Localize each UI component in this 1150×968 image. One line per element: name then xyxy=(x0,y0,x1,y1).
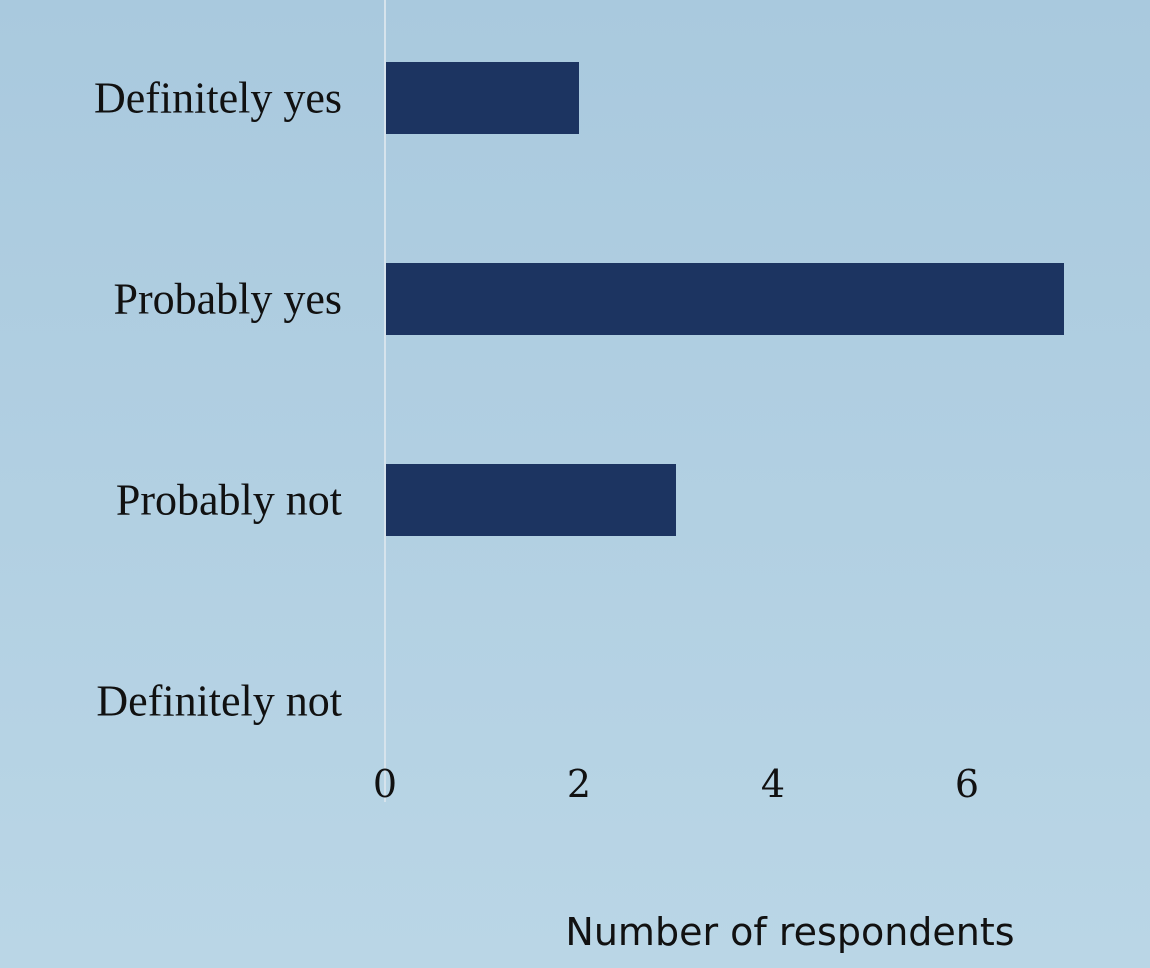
bar-probably-not xyxy=(386,464,676,536)
x-tick-label-0: 0 xyxy=(373,762,397,806)
category-label-definitely-not: Definitely not xyxy=(96,677,342,726)
x-tick-label-2: 2 xyxy=(567,762,591,806)
category-label-probably-yes: Probably yes xyxy=(113,275,342,324)
bar-probably-yes xyxy=(386,263,1064,335)
category-labels-group: Definitely yes Probably yes Probably not De… xyxy=(94,74,342,726)
bars-group xyxy=(386,62,1064,536)
x-axis-title: Number of respondents xyxy=(565,910,1014,954)
x-tick-label-6: 6 xyxy=(955,762,979,806)
x-tick-label-4: 4 xyxy=(761,762,785,806)
category-label-definitely-yes: Definitely yes xyxy=(94,74,342,123)
bar-definitely-yes xyxy=(386,62,579,134)
x-tick-label-8: 8 xyxy=(1149,762,1150,806)
category-label-probably-not: Probably not xyxy=(116,476,342,525)
x-tick-labels-group: 0 2 4 6 8 xyxy=(373,762,1150,806)
